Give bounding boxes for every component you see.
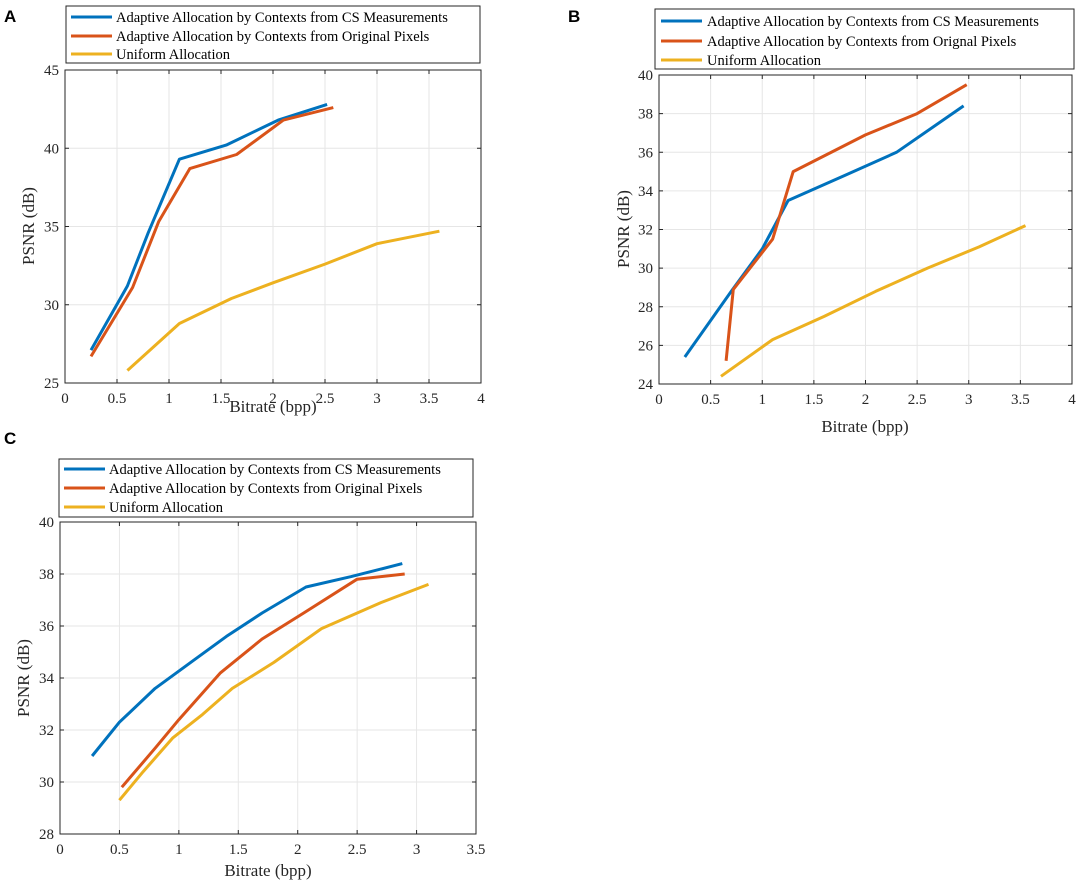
legend-box — [654, 8, 1075, 70]
legend: Adaptive Allocation by Contexts from CS … — [58, 458, 474, 518]
y-tick-label: 34 — [39, 671, 55, 687]
legend-label-3: Uniform Allocation — [707, 53, 822, 69]
legend: Adaptive Allocation by Contexts from CS … — [65, 5, 481, 64]
legend-label-1: Adaptive Allocation by Contexts from CS … — [116, 10, 448, 26]
legend: Adaptive Allocation by Contexts from CS … — [654, 8, 1075, 70]
series-line-3 — [126, 229, 440, 372]
x-tick-label: 1.5 — [212, 391, 231, 407]
y-tick-label: 36 — [39, 619, 55, 635]
y-tick-label: 28 — [39, 827, 54, 843]
x-tick-label: 1.5 — [229, 842, 248, 858]
x-tick-label: 2 — [269, 391, 277, 407]
y-tick-label: 45 — [44, 63, 59, 79]
x-tick-label: 2.5 — [316, 391, 335, 407]
x-axis-label: Bitrate (bpp) — [224, 861, 311, 880]
y-tick-label: 34 — [638, 184, 654, 200]
y-tick-label: 32 — [39, 723, 54, 739]
series-line-1 — [89, 102, 328, 351]
x-tick-label: 3.5 — [467, 842, 486, 858]
y-tick-label: 36 — [638, 145, 654, 161]
y-axis-label: PSNR (dB) — [14, 639, 33, 717]
x-tick-label: 2.5 — [908, 392, 927, 408]
x-tick-label: 0.5 — [108, 391, 127, 407]
panel-b: B 0 0.5 1 1.5 2 2.5 3 3.5 4 24 26 28 30 32 34 36 38 40 Bitr… — [568, 7, 1076, 436]
legend-label-2: Adaptive Allocation by Contexts from Ori… — [707, 34, 1017, 50]
x-tick-label: 3.5 — [420, 391, 439, 407]
legend-label-1: Adaptive Allocation by Contexts from CS … — [109, 462, 441, 478]
x-tick-label: 3.5 — [1011, 392, 1030, 408]
panel-a: A 0 0.5 1 1.5 2 2.5 3 3.5 4 25 30 35 40 45 Bitrate (bpp… — [4, 5, 485, 416]
x-tick-label: 0.5 — [110, 842, 129, 858]
y-tick-label: 25 — [44, 376, 59, 392]
x-tick-label: 2 — [294, 842, 302, 858]
x-tick-label: 2 — [862, 392, 870, 408]
y-tick-label: 40 — [638, 68, 653, 84]
legend-label-1: Adaptive Allocation by Contexts from CS … — [707, 14, 1039, 30]
y-tick-label: 30 — [44, 298, 59, 314]
y-tick-label: 35 — [44, 220, 59, 236]
plot-frame — [64, 69, 482, 384]
y-tick-label: 24 — [638, 377, 654, 393]
legend-label-3: Uniform Allocation — [116, 47, 231, 63]
y-tick-label: 28 — [638, 300, 653, 316]
series-line-1 — [90, 562, 403, 757]
x-tick-label: 3 — [965, 392, 973, 408]
panel-letter: B — [568, 7, 580, 26]
x-tick-label: 0.5 — [701, 392, 720, 408]
x-tick-label: 0 — [61, 391, 69, 407]
series-line-2 — [724, 83, 968, 361]
plot-frame — [658, 74, 1073, 385]
y-tick-label: 30 — [39, 775, 54, 791]
y-tick-label: 38 — [638, 107, 653, 123]
legend-box — [58, 458, 474, 518]
legend-box — [65, 5, 481, 64]
x-tick-label: 1 — [759, 392, 767, 408]
y-tick-label: 38 — [39, 567, 54, 583]
x-tick-label: 1.5 — [805, 392, 824, 408]
x-tick-label: 2.5 — [348, 842, 367, 858]
x-tick-label: 1 — [165, 391, 173, 407]
x-tick-label: 4 — [1068, 392, 1076, 408]
x-tick-label: 3 — [413, 842, 421, 858]
plot-frame — [59, 521, 477, 835]
panel-c: C 0 0.5 1 1.5 2 2.5 3 3.5 28 30 32 34 36 38 40 Bitrate (… — [4, 429, 485, 880]
x-tick-label: 0 — [56, 842, 64, 858]
panel-letter: C — [4, 429, 16, 448]
y-tick-label: 40 — [39, 515, 54, 531]
y-tick-label: 26 — [638, 338, 654, 354]
series-line-1 — [683, 104, 965, 358]
series-line-3 — [118, 582, 430, 802]
y-axis-label: PSNR (dB) — [19, 187, 38, 265]
y-tick-label: 40 — [44, 141, 59, 157]
legend-label-2: Adaptive Allocation by Contexts from Ori… — [116, 29, 430, 45]
series-line-2 — [89, 106, 334, 358]
legend-label-2: Adaptive Allocation by Contexts from Ori… — [109, 481, 423, 497]
y-tick-label: 32 — [638, 223, 653, 239]
x-axis-label: Bitrate (bpp) — [229, 397, 316, 416]
x-tick-label: 4 — [477, 391, 485, 407]
x-tick-label: 3 — [373, 391, 381, 407]
x-tick-label: 0 — [655, 392, 663, 408]
panel-letter: A — [4, 7, 16, 26]
series-line-2 — [120, 572, 405, 789]
y-axis-label: PSNR (dB) — [614, 190, 633, 268]
x-tick-label: 1 — [175, 842, 183, 858]
y-tick-label: 30 — [638, 261, 653, 277]
series-line-3 — [720, 224, 1027, 378]
legend-label-3: Uniform Allocation — [109, 500, 224, 516]
x-axis-label: Bitrate (bpp) — [821, 417, 908, 436]
